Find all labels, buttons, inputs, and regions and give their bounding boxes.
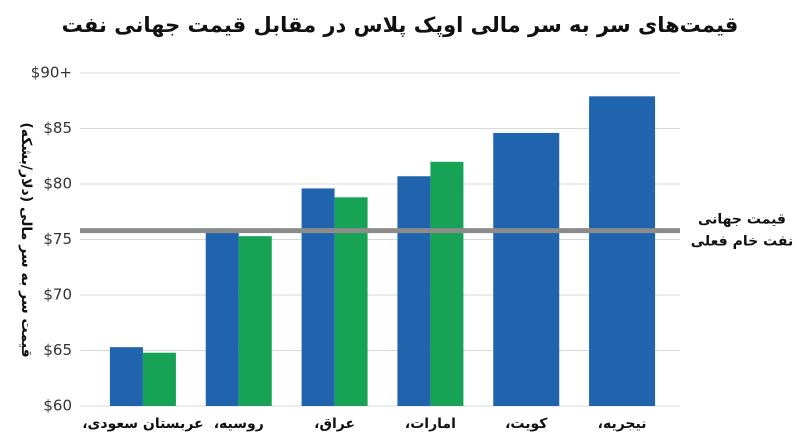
bar <box>205 230 239 406</box>
bar <box>301 188 335 406</box>
y-tick-label: $65 <box>43 341 72 359</box>
x-tick-label: کویت، <box>505 416 548 432</box>
reference-label: نفت خام فعلی <box>691 234 793 250</box>
reference-label: قیمت جهانی <box>698 212 786 228</box>
x-tick-label: روسیه، <box>214 416 264 432</box>
x-tick-label: نیجریه، <box>598 416 647 432</box>
chart-title: قیمت‌های سر به سر مالی اوپک پلاس در مقاب… <box>62 13 739 37</box>
bar <box>430 161 464 406</box>
bar <box>589 96 656 406</box>
x-tick-label: امارات، <box>405 416 456 432</box>
x-tick-label: عربستان سعودی، <box>82 416 203 432</box>
y-tick-label: $70 <box>43 286 72 304</box>
bar <box>493 132 560 406</box>
bar <box>109 347 143 406</box>
bar <box>397 176 431 406</box>
y-axis-label: قیمت سر به سر مالی (دلار/بشکه) <box>18 122 34 357</box>
y-tick-label: $90+ <box>31 64 72 82</box>
bar <box>238 236 272 406</box>
x-tick-label: عراق، <box>314 416 355 432</box>
y-tick-label: $60 <box>43 397 72 415</box>
y-tick-label: $80 <box>43 175 72 193</box>
y-tick-label: $75 <box>43 230 72 248</box>
bar <box>142 352 176 406</box>
y-tick-label: $85 <box>43 119 72 137</box>
